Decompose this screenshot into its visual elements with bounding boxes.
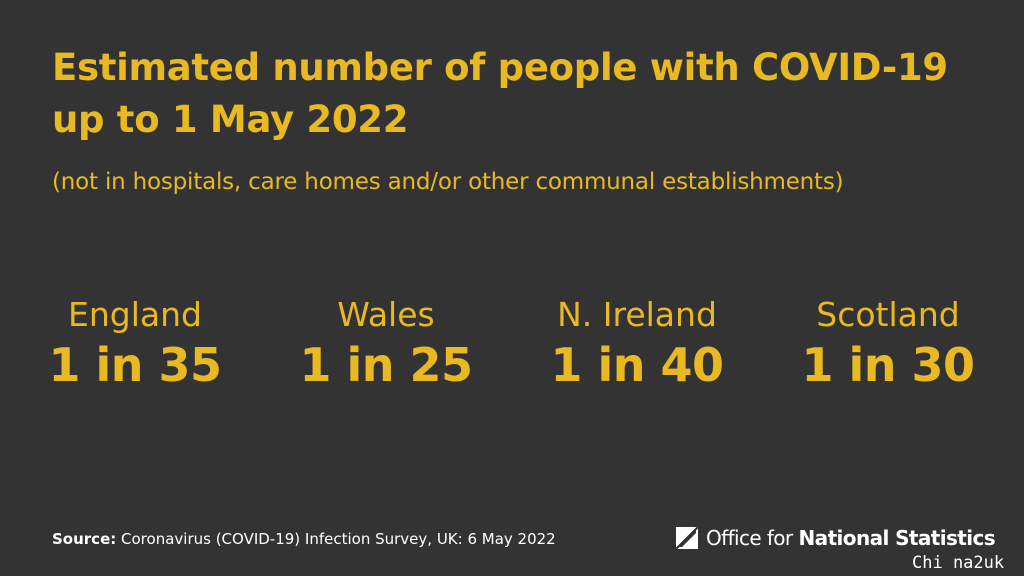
logo-text-office: Office for [706,526,793,550]
stat-ratio-value: 1 in 25 [299,338,473,392]
stat-ratio-value: 1 in 30 [801,338,975,392]
stat-scotland: Scotland 1 in 30 [763,294,1013,394]
stat-n-ireland: N. Ireland 1 in 40 [512,294,762,394]
stat-region-label: England [68,295,202,334]
stat-wales: Wales 1 in 25 [261,294,511,394]
stat-region-label: Wales [337,295,435,334]
stat-england: England 1 in 35 [10,294,260,394]
watermark: Chi na2uk [912,553,1005,573]
page-subtitle: (not in hospitals, care homes and/or oth… [52,169,844,195]
stat-region-label: N. Ireland [557,295,717,334]
logo-text-national-statistics: National Statistics [798,526,996,550]
page-title: Estimated number of people with COVID-19… [52,46,948,141]
stat-ratio-value: 1 in 40 [550,338,724,392]
source-text: Coronavirus (COVID-19) Infection Survey,… [121,530,556,548]
ons-logo: Office for National Statistics [674,522,996,554]
source-label: Source: [52,530,117,548]
ons-logo-icon [675,526,699,550]
source-note: Source: Coronavirus (COVID-19) Infection… [52,528,556,550]
stat-ratio-value: 1 in 35 [48,338,222,392]
stat-region-label: Scotland [816,295,960,334]
